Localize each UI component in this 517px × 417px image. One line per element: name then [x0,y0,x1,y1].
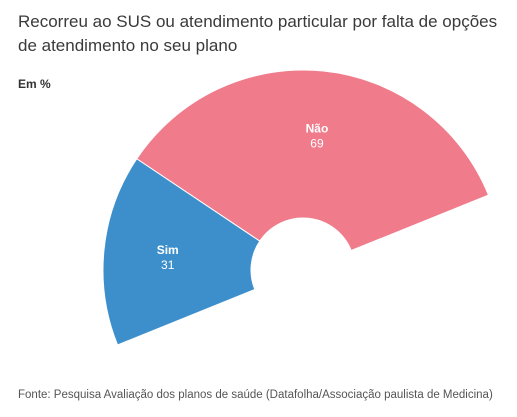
slice-label-name: Sim [157,243,179,257]
slice-label-name: Não [306,122,329,136]
slice-label-value: 31 [161,258,175,272]
source-note: Fonte: Pesquisa Avaliação dos planos de … [18,389,493,401]
slice-sim [102,158,261,346]
unit-label: Em % [18,77,51,91]
slice-label-value: 69 [310,137,324,151]
chart-title: Recorreu ao SUS ou atendimento particula… [18,12,498,55]
slice-nao [136,69,490,252]
